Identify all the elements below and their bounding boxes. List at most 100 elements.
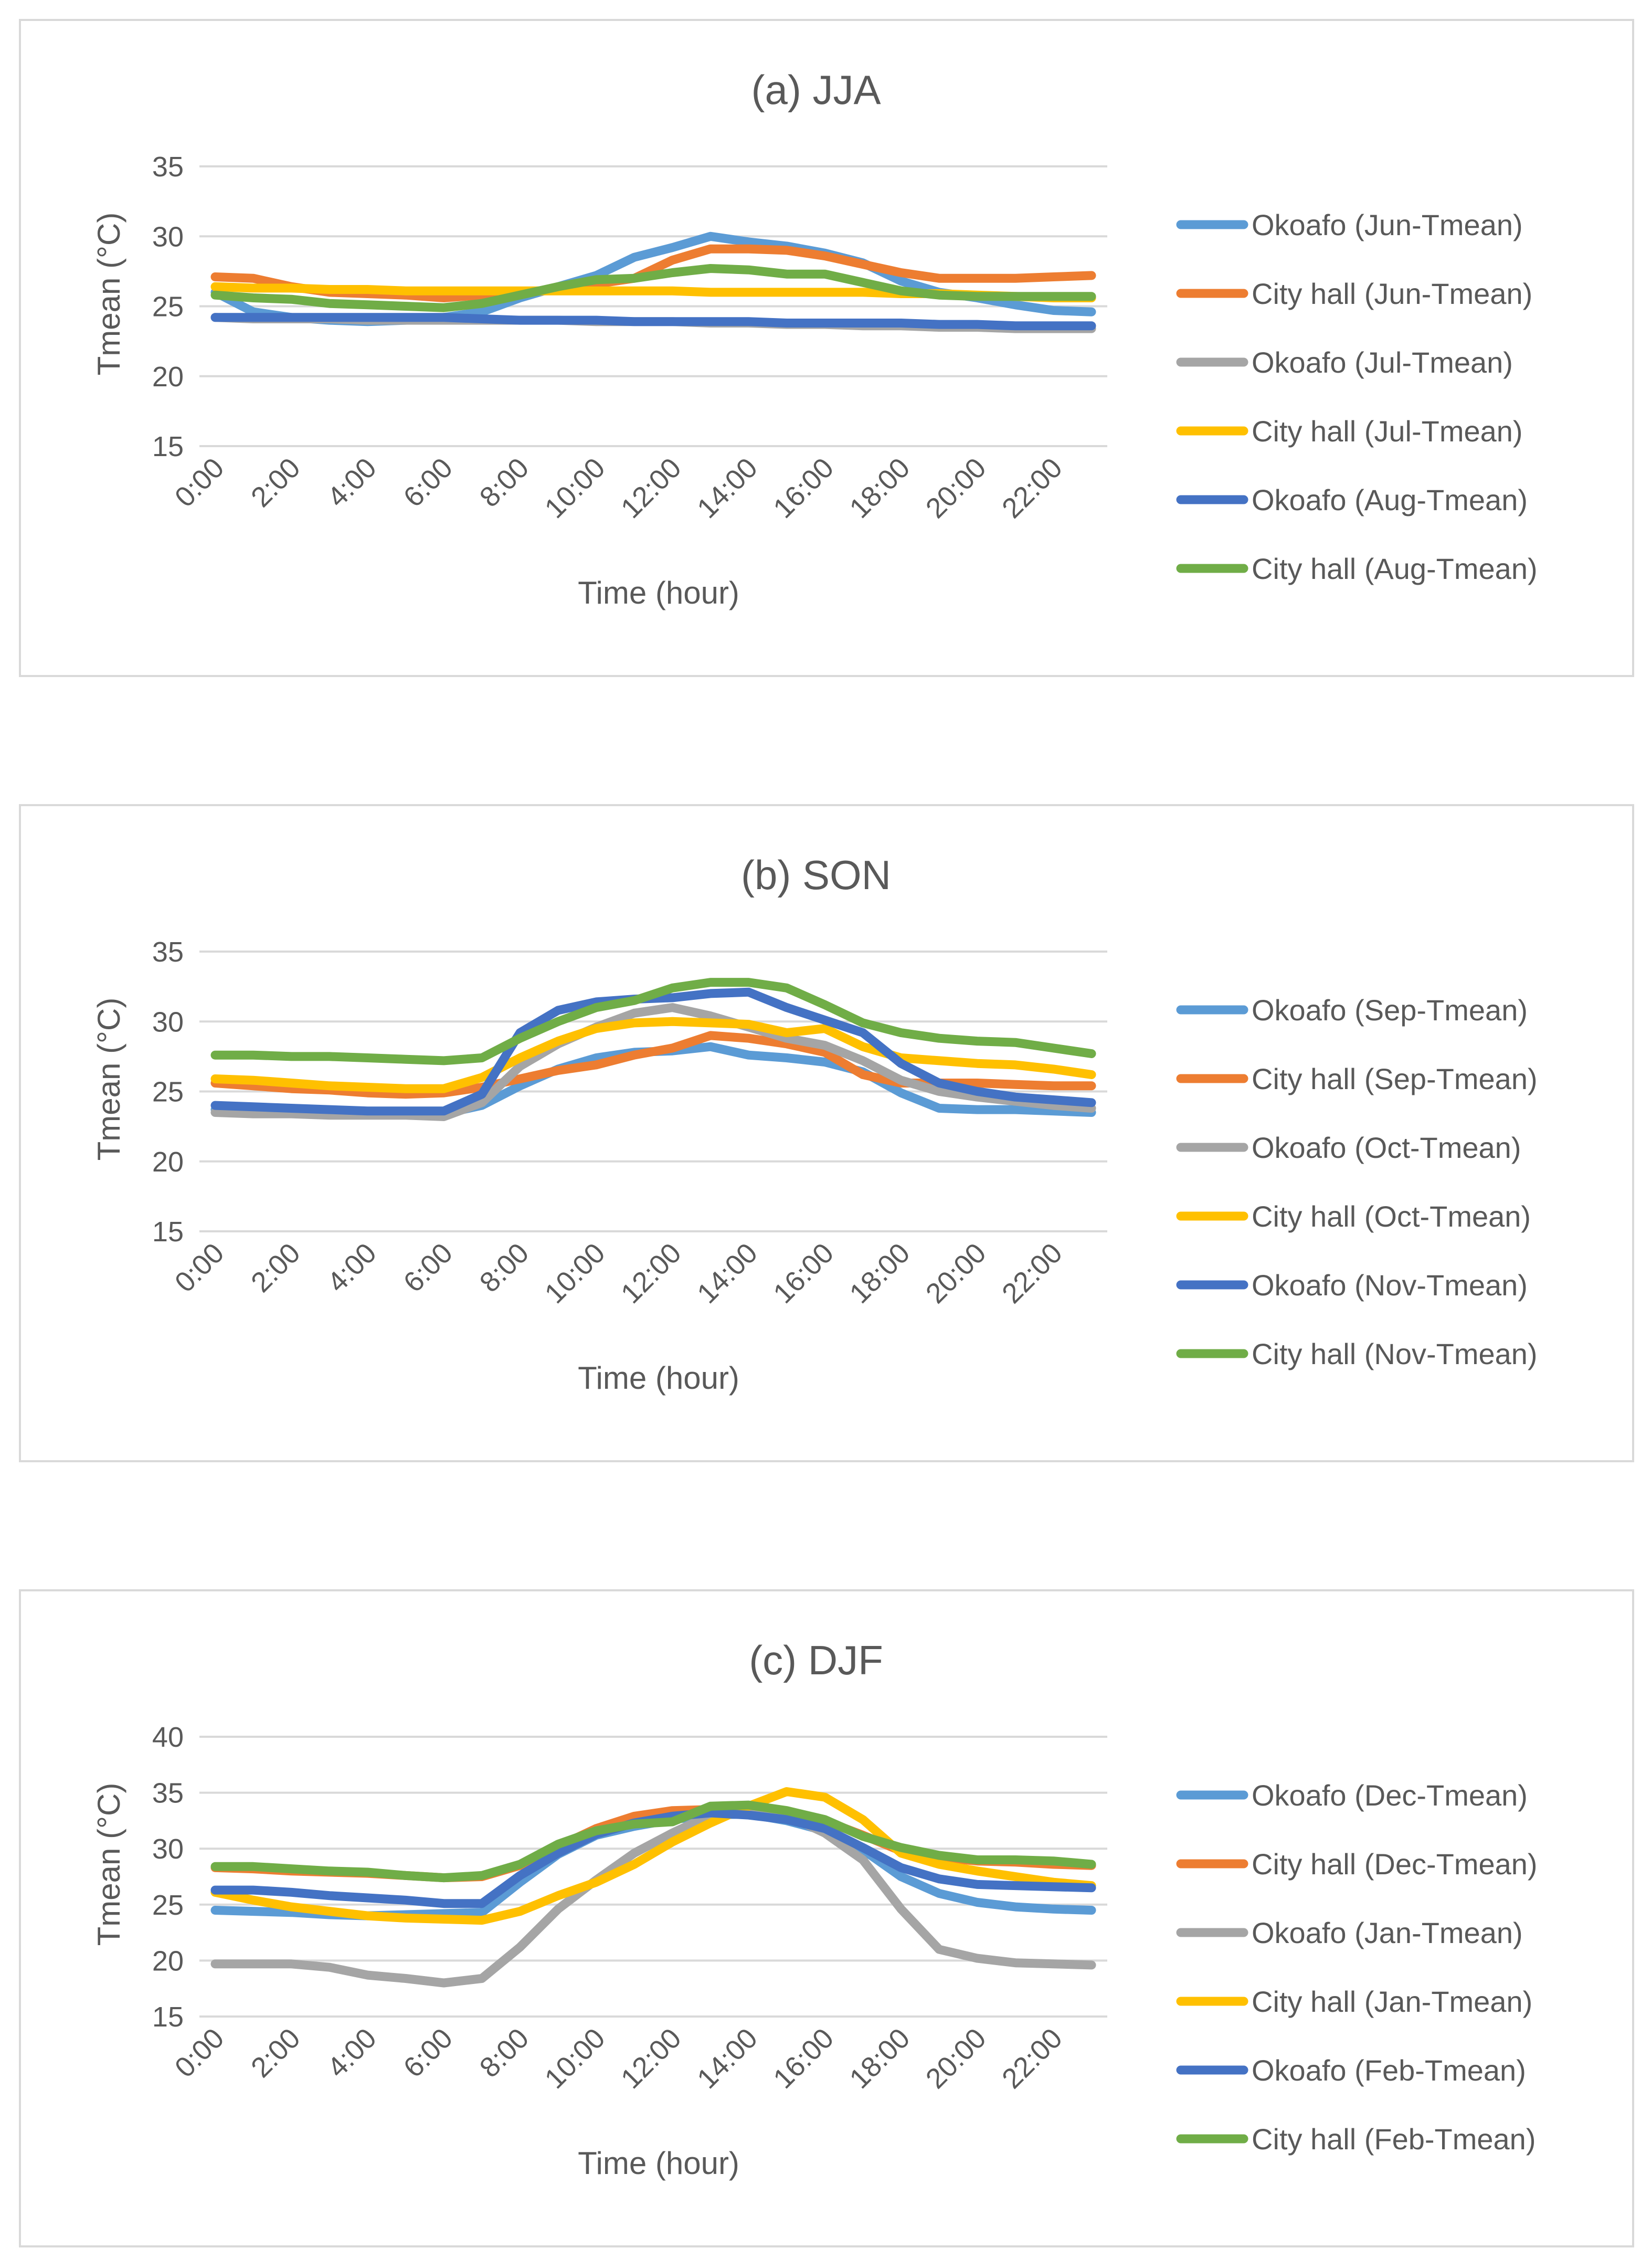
chart-title: (a) JJA: [751, 67, 881, 113]
plot-area: [210, 231, 1096, 333]
legend-label: City hall (Dec-Tmean): [1252, 1848, 1538, 1881]
legend-label: Okoafo (Feb-Tmean): [1252, 2054, 1526, 2087]
y-tick-labels: 15 20 25 30 35: [152, 936, 184, 1248]
y-tick-labels: 15 20 25 30 35 40: [152, 1722, 184, 2033]
x-tick-label: 6:00: [397, 452, 459, 513]
legend-label: City hall (Sep-Tmean): [1252, 1062, 1538, 1095]
series-line: [210, 1806, 1096, 1988]
y-tick-label: 15: [152, 2001, 184, 2033]
plot-area: [210, 978, 1096, 1121]
gridlines: [199, 1736, 1107, 2018]
legend-label: Okoafo (Jul-Tmean): [1252, 346, 1513, 379]
legend-label: Okoafo (Sep-Tmean): [1252, 994, 1528, 1027]
legend-label: Okoafo (Nov-Tmean): [1252, 1269, 1528, 1302]
y-tick-label: 35: [152, 936, 184, 968]
y-tick-label: 25: [152, 1889, 184, 1921]
legend: Okoafo (Sep-Tmean) City hall (Sep-Tmean) O…: [1176, 994, 1538, 1370]
x-axis-label: Time (hour): [578, 575, 739, 610]
y-axis-label: Tmean (°C): [91, 998, 126, 1161]
x-tick-label: 4:00: [321, 2022, 383, 2084]
y-tick-label: 30: [152, 1006, 184, 1038]
legend: Okoafo (Jun-Tmean) City hall (Jun-Tmean) O…: [1176, 208, 1538, 585]
x-tick-label: 22:00: [996, 452, 1068, 524]
series-line: [210, 264, 1096, 312]
y-tick-label: 35: [152, 151, 184, 183]
legend: Okoafo (Dec-Tmean) City hall (Dec-Tmean) O…: [1176, 1779, 1538, 2156]
x-tick-label: 14:00: [691, 452, 764, 524]
y-tick-label: 20: [152, 361, 184, 393]
x-tick-label: 10:00: [539, 1237, 611, 1310]
y-tick-label: 15: [152, 431, 184, 462]
legend-label: Okoafo (Jun-Tmean): [1252, 208, 1523, 241]
x-tick-labels: 0:00 2:00 4:00 6:00 8:00 10:00 12:00 14:00 16:00…: [169, 452, 1068, 524]
plot-area: [210, 1787, 1096, 1988]
series-line: [210, 978, 1096, 1065]
y-axis-label: Tmean (°C): [91, 213, 126, 376]
legend-label: City hall (Oct-Tmean): [1252, 1200, 1531, 1233]
legend-label: Okoafo (Oct-Tmean): [1252, 1131, 1521, 1164]
y-tick-label: 30: [152, 1833, 184, 1865]
series-line: [210, 1800, 1096, 1883]
legend-label: City hall (Jun-Tmean): [1252, 277, 1532, 310]
x-tick-label: 16:00: [767, 452, 840, 524]
x-tick-label: 22:00: [996, 2022, 1068, 2095]
chart-panel-jja: (a) JJA Tmean (°C) Time (hour) 15 20 25 30 3…: [19, 19, 1634, 677]
x-tick-label: 12:00: [615, 2022, 687, 2095]
x-tick-label: 10:00: [539, 452, 611, 524]
legend-label: Okoafo (Aug-Tmean): [1252, 483, 1528, 516]
y-tick-label: 30: [152, 221, 184, 252]
legend-label: City hall (Aug-Tmean): [1252, 552, 1538, 585]
legend-label: City hall (Nov-Tmean): [1252, 1337, 1538, 1370]
x-tick-labels: 0:00 2:00 4:00 6:00 8:00 10:00 12:00 14:00 16:00…: [169, 2022, 1068, 2095]
x-tick-label: 12:00: [615, 452, 687, 524]
chart-svg-jja: (a) JJA Tmean (°C) Time (hour) 15 20 25 30 3…: [91, 67, 1538, 610]
series-line: [210, 1787, 1096, 1925]
x-tick-label: 20:00: [920, 2022, 992, 2095]
y-tick-labels: 15 20 25 30 35: [152, 151, 184, 462]
x-tick-label: 18:00: [843, 1237, 916, 1310]
x-tick-label: 2:00: [245, 2022, 306, 2084]
x-tick-label: 14:00: [691, 2022, 764, 2095]
chart-panel-djf: (c) DJF Tmean (°C) Time (hour) 15 20 25 30 3…: [19, 1589, 1634, 2247]
x-tick-label: 10:00: [539, 2022, 611, 2095]
legend-label: Okoafo (Jan-Tmean): [1252, 1916, 1523, 1949]
x-tick-label: 12:00: [615, 1237, 687, 1310]
x-tick-label: 2:00: [245, 452, 306, 513]
y-tick-label: 25: [152, 291, 184, 323]
x-tick-label: 20:00: [920, 452, 992, 524]
x-tick-label: 20:00: [920, 1237, 992, 1310]
x-tick-label: 2:00: [245, 1237, 306, 1299]
legend-label: Okoafo (Dec-Tmean): [1252, 1779, 1528, 1812]
chart-svg-djf: (c) DJF Tmean (°C) Time (hour) 15 20 25 30 3…: [91, 1637, 1538, 2181]
legend-label: City hall (Feb-Tmean): [1252, 2123, 1535, 2156]
x-tick-label: 14:00: [691, 1237, 764, 1310]
legend-label: City hall (Jan-Tmean): [1252, 1985, 1532, 2018]
chart-title: (c) DJF: [749, 1637, 883, 1683]
y-tick-label: 35: [152, 1778, 184, 1809]
y-tick-label: 25: [152, 1076, 184, 1108]
x-tick-labels: 0:00 2:00 4:00 6:00 8:00 10:00 12:00 14:00 16:00…: [169, 1237, 1068, 1310]
series-line: [210, 313, 1096, 331]
x-tick-label: 16:00: [767, 2022, 840, 2095]
y-tick-label: 15: [152, 1216, 184, 1248]
x-tick-label: 18:00: [843, 452, 916, 524]
x-tick-label: 6:00: [397, 1237, 459, 1299]
chart-svg-son: (b) SON Tmean (°C) Time (hour) 15 20 25 30 3…: [91, 852, 1538, 1396]
series-line: [210, 1017, 1096, 1093]
x-tick-label: 4:00: [321, 1237, 383, 1299]
y-tick-label: 20: [152, 1945, 184, 1977]
y-tick-label: 20: [152, 1146, 184, 1178]
x-tick-label: 18:00: [843, 2022, 916, 2095]
legend-label: City hall (Jul-Tmean): [1252, 415, 1523, 448]
x-tick-label: 8:00: [474, 2022, 535, 2084]
x-axis-label: Time (hour): [578, 2146, 739, 2181]
x-tick-label: 4:00: [321, 452, 383, 513]
chart-title: (b) SON: [741, 852, 891, 898]
x-tick-label: 8:00: [474, 452, 535, 513]
y-tick-label: 40: [152, 1722, 184, 1753]
x-tick-label: 6:00: [397, 2022, 459, 2084]
x-tick-label: 16:00: [767, 1237, 840, 1310]
chart-panel-son: (b) SON Tmean (°C) Time (hour) 15 20 25 30 3…: [19, 804, 1634, 1462]
x-tick-label: 22:00: [996, 1237, 1068, 1310]
x-tick-label: 8:00: [474, 1237, 535, 1299]
